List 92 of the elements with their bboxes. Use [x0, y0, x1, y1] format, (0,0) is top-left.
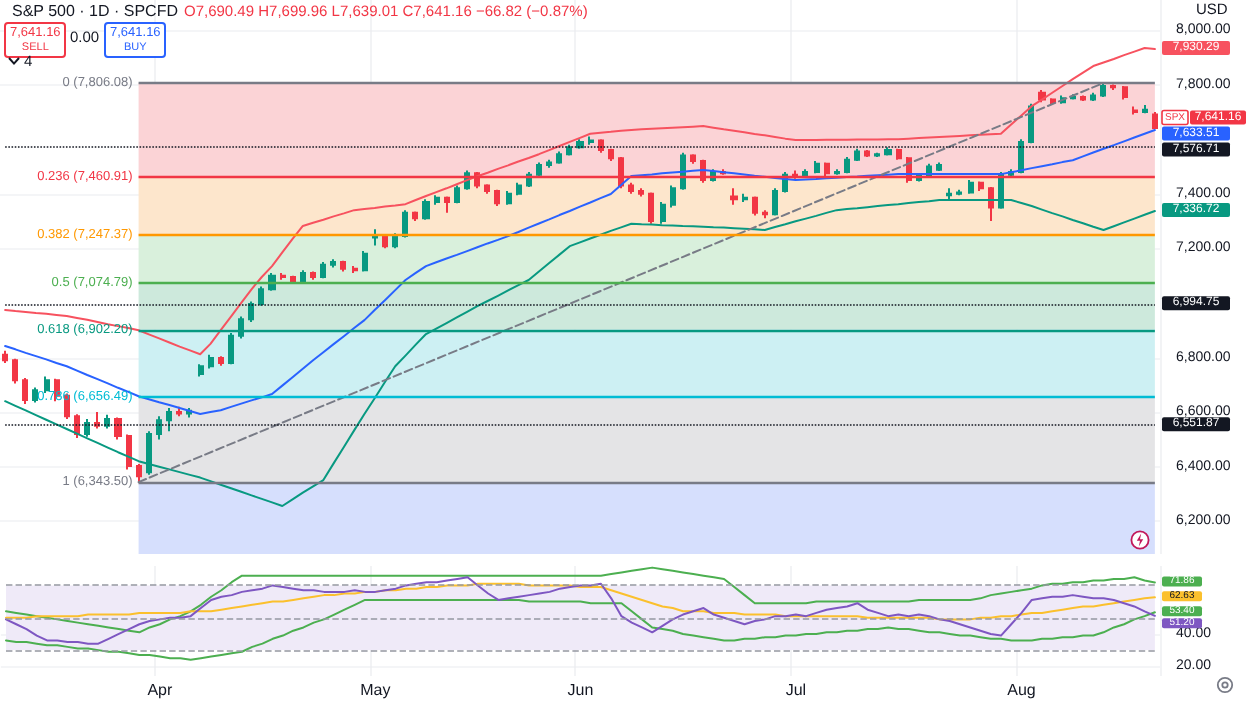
line-series	[4, 129, 1156, 415]
candlestick	[670, 184, 676, 209]
candlestick	[956, 188, 962, 197]
candlestick	[166, 407, 172, 433]
candlestick	[884, 146, 892, 157]
candlestick	[340, 259, 346, 273]
x-tick-label: Aug	[1007, 681, 1036, 699]
candlestick	[320, 260, 326, 280]
line-series	[5, 566, 1156, 634]
candlestick	[936, 161, 942, 173]
candlestick	[566, 143, 572, 157]
candlestick	[32, 386, 38, 404]
candlestick	[454, 184, 460, 205]
candlestick	[382, 233, 388, 250]
candlestick	[690, 153, 696, 165]
candlestick	[310, 270, 316, 281]
candlestick	[854, 147, 860, 163]
candlestick	[494, 188, 500, 208]
line-series	[5, 598, 1156, 661]
candlestick	[2, 349, 8, 364]
candlestick	[126, 433, 132, 471]
candlestick	[402, 209, 408, 238]
candlestick	[968, 179, 974, 195]
candlestick	[730, 187, 738, 206]
candlestick	[484, 183, 490, 195]
candlestick	[1100, 81, 1106, 98]
candlestick	[218, 355, 224, 367]
candlestick	[422, 198, 430, 221]
candlestick	[290, 274, 296, 285]
candlestick	[258, 285, 264, 307]
candlestick	[588, 135, 594, 146]
candlestick	[104, 413, 110, 430]
candlestick	[1110, 83, 1116, 92]
candlestick	[412, 210, 418, 223]
candlestick	[362, 250, 368, 273]
candlestick	[844, 155, 850, 175]
candlestick	[556, 150, 562, 165]
candlestick	[1018, 138, 1024, 175]
candlestick	[248, 300, 254, 324]
line-series	[4, 47, 1156, 356]
candlestick	[300, 269, 306, 284]
candlestick	[176, 405, 182, 418]
candlestick	[434, 194, 440, 206]
candlestick	[444, 195, 450, 214]
candlestick	[506, 190, 512, 206]
candlestick	[372, 228, 378, 247]
candlestick	[280, 271, 286, 281]
candlestick	[330, 258, 336, 269]
candlestick	[392, 232, 398, 250]
candlestick	[988, 185, 994, 223]
candlestick	[208, 353, 214, 370]
candlestick	[742, 192, 748, 203]
candlestick	[1090, 91, 1096, 102]
candlestick	[648, 191, 654, 225]
candlestick	[516, 181, 522, 197]
chart-title: S&P 500 · 1D · SPCFD	[12, 2, 178, 20]
candlestick	[22, 376, 28, 405]
candlestick	[44, 375, 50, 394]
candlestick	[1132, 105, 1138, 116]
candlestick	[762, 209, 768, 220]
candlestick	[752, 195, 758, 217]
candlestick	[1080, 94, 1086, 102]
candlestick	[814, 160, 820, 175]
candlestick	[146, 430, 152, 476]
candlestick	[536, 161, 542, 178]
candlestick	[802, 168, 808, 178]
candlestick	[12, 357, 18, 385]
candlestick	[598, 138, 604, 154]
x-tick-label: May	[360, 681, 391, 699]
x-tick-label: Apr	[147, 681, 173, 699]
line-series	[5, 582, 1156, 621]
candlestick	[608, 147, 614, 163]
candlestick	[74, 413, 80, 440]
candlestick	[628, 181, 634, 195]
candlestick	[198, 363, 204, 378]
x-tick-label: Jul	[785, 681, 807, 699]
candlestick	[896, 147, 902, 161]
line-series	[5, 576, 1156, 645]
candlestick	[94, 411, 100, 430]
x-tick-label: Jun	[567, 681, 594, 699]
candlestick	[1142, 104, 1148, 115]
candlestick	[114, 416, 122, 441]
candlestick	[834, 168, 840, 176]
candlestick	[638, 187, 644, 198]
candlestick	[874, 151, 880, 158]
candlestick	[352, 265, 358, 274]
candlestick	[1122, 84, 1128, 101]
candlestick	[772, 187, 778, 217]
candlestick	[136, 462, 142, 484]
candlestick	[864, 149, 870, 158]
candlestick	[546, 158, 552, 169]
candlestick	[156, 415, 162, 441]
